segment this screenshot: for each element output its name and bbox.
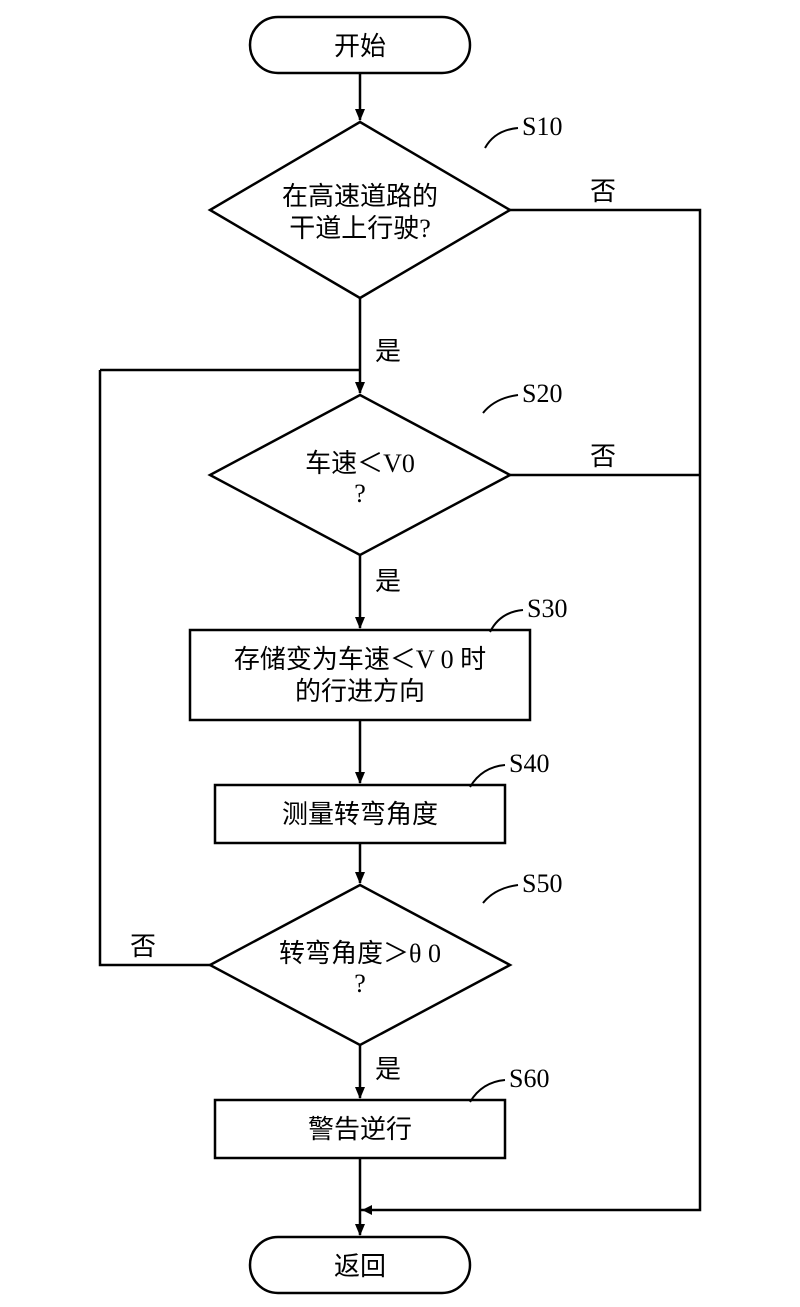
s10-hook xyxy=(485,128,518,148)
s50-line1: 转弯角度＞θ 0 xyxy=(279,939,441,968)
s20-line1: 车速＜V0 xyxy=(305,449,415,478)
start-node: 开始 xyxy=(250,17,470,73)
s10-decision: 在高速道路的 干道上行驶? xyxy=(210,122,510,298)
s20-step: S20 xyxy=(522,379,562,408)
s60-hook xyxy=(470,1080,505,1102)
return-node: 返回 xyxy=(250,1237,470,1293)
s30-line2: 的行进方向 xyxy=(295,677,425,706)
s50-decision: 转弯角度＞θ 0 ? xyxy=(210,885,510,1045)
s20-hook xyxy=(483,395,518,413)
s60-label: 警告逆行 xyxy=(308,1115,412,1144)
s50-hook xyxy=(483,885,518,903)
s20-no-label: 否 xyxy=(590,442,616,471)
s50-line2: ? xyxy=(354,969,366,998)
s20-yes-label: 是 xyxy=(375,567,401,596)
s40-step: S40 xyxy=(509,749,549,778)
s40-process: 测量转弯角度 xyxy=(215,785,505,843)
s10-yes-label: 是 xyxy=(375,337,401,366)
s60-process: 警告逆行 xyxy=(215,1100,505,1158)
s40-label: 测量转弯角度 xyxy=(282,800,438,829)
merge-arrowhead xyxy=(362,1205,372,1215)
s10-line1: 在高速道路的 xyxy=(282,182,438,211)
s50-no-label: 否 xyxy=(130,932,156,961)
s50-yes-label: 是 xyxy=(375,1055,401,1084)
flowchart-canvas: 开始 在高速道路的 干道上行驶? S10 否 是 车速＜V0 ? S20 否 是… xyxy=(0,0,800,1307)
start-label: 开始 xyxy=(334,32,386,61)
s30-line1: 存储变为车速＜V 0 时 xyxy=(234,645,486,674)
s20-decision: 车速＜V0 ? xyxy=(210,395,510,555)
s20-line2: ? xyxy=(354,479,366,508)
s10-step: S10 xyxy=(522,112,562,141)
s50-step: S50 xyxy=(522,869,562,898)
s30-hook xyxy=(490,610,523,632)
s10-line2: 干道上行驶? xyxy=(289,214,431,243)
s40-hook xyxy=(470,765,505,787)
s30-step: S30 xyxy=(527,594,567,623)
s10-no-label: 否 xyxy=(590,177,616,206)
s30-process: 存储变为车速＜V 0 时 的行进方向 xyxy=(190,630,530,720)
return-label: 返回 xyxy=(334,1252,386,1281)
s60-step: S60 xyxy=(509,1064,549,1093)
